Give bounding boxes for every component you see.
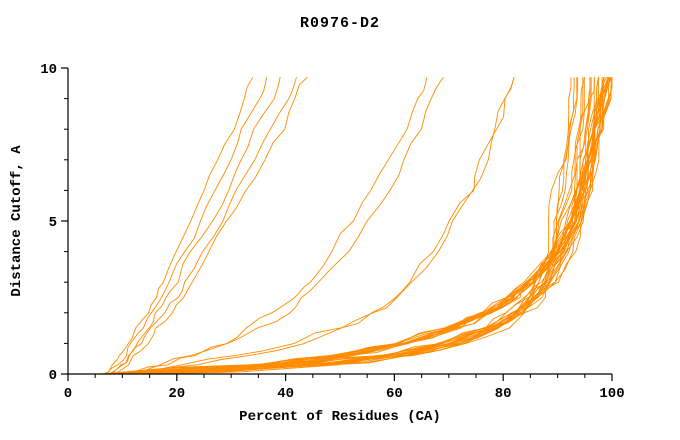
x-axis-label: Percent of Residues (CA) (239, 409, 441, 425)
model-curve (103, 76, 254, 375)
model-curve (125, 77, 572, 375)
model-curve (119, 77, 592, 375)
model-curve (141, 77, 591, 375)
model-curve (133, 77, 613, 375)
x-tick-label: 0 (64, 386, 72, 402)
model-curve (116, 77, 579, 375)
model-curve (116, 76, 608, 375)
model-curve (133, 77, 595, 375)
model-curve (130, 77, 609, 375)
model-curve (108, 77, 612, 375)
model-curve (119, 77, 609, 375)
model-curve (127, 77, 578, 375)
y-tick-label: 0 (49, 368, 57, 384)
model-curve (116, 77, 515, 375)
model-curve (116, 77, 605, 375)
model-curve (106, 77, 610, 375)
x-tick-label: 60 (386, 386, 403, 402)
model-curve (122, 77, 585, 375)
model-curve (135, 77, 610, 375)
ticks-group (61, 67, 613, 381)
model-curve (113, 76, 308, 375)
y-axis-label: Distance Cutoff, A (9, 145, 25, 297)
model-curve (122, 77, 600, 375)
model-curve (111, 77, 599, 375)
y-tick-label: 5 (49, 215, 57, 231)
x-tick-label: 100 (599, 386, 624, 402)
chart-title: R0976-D2 (300, 15, 380, 32)
model-curve (130, 77, 596, 375)
model-curve (125, 77, 611, 375)
model-curve (106, 77, 603, 375)
model-curve (127, 76, 444, 375)
model-curve (105, 77, 268, 375)
curves-group (100, 76, 613, 375)
y-tick-label: 10 (40, 62, 57, 78)
model-curve (127, 77, 610, 375)
model-curve (138, 77, 605, 375)
model-curve (138, 77, 599, 375)
model-curve (100, 77, 613, 375)
tick-labels-group: 0 20 40 60 80 100 0 5 10 (40, 62, 624, 402)
model-curve (138, 77, 575, 375)
x-tick-label: 20 (168, 386, 185, 402)
model-curve (133, 77, 515, 375)
x-tick-label: 80 (495, 386, 512, 402)
model-curve (135, 77, 591, 375)
model-curve (122, 77, 613, 375)
model-curve (103, 77, 613, 375)
model-curve (111, 77, 613, 375)
model-curve (133, 77, 584, 375)
model-curve (111, 77, 297, 375)
x-tick-label: 40 (277, 386, 294, 402)
